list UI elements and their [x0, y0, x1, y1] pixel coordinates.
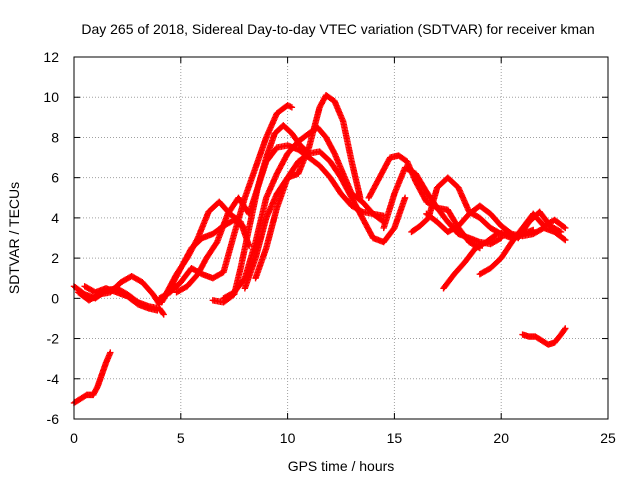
data-point — [107, 349, 114, 356]
x-tick-label: 15 — [387, 430, 403, 446]
y-tick-label: 10 — [43, 89, 59, 105]
series-arc-o — [423, 202, 569, 244]
x-tick-label: 5 — [177, 430, 185, 446]
series-arc-j — [241, 92, 364, 292]
x-tick-label: 20 — [493, 430, 509, 446]
plot-frame — [73, 56, 609, 420]
y-tick-label: 2 — [51, 250, 59, 266]
data-point — [556, 228, 563, 235]
series-arc-m — [380, 164, 505, 248]
data-point — [155, 299, 162, 307]
data-point — [159, 310, 167, 317]
data-point — [288, 104, 296, 111]
series-arc-n — [408, 174, 537, 242]
series-arc-b — [75, 273, 163, 308]
y-tick-label: 8 — [51, 129, 59, 145]
series-arc-q — [476, 210, 569, 278]
series-arc-r — [519, 325, 569, 348]
data-point — [557, 228, 565, 236]
data-point — [160, 311, 167, 318]
y-tick-label: 4 — [51, 210, 59, 226]
y-tick-label: 12 — [43, 49, 59, 65]
series-arc-f — [156, 102, 296, 302]
data-point — [562, 236, 569, 244]
y-axis-label: SDTVAR / TECUs — [6, 182, 22, 294]
y-tick-label: -6 — [47, 411, 60, 427]
data-point — [154, 307, 161, 314]
x-tick-label: 25 — [600, 430, 616, 446]
y-tick-label: -4 — [47, 371, 60, 387]
data-point — [562, 325, 569, 332]
series-arc-p — [440, 208, 565, 292]
data-point — [401, 194, 409, 201]
data-point — [561, 326, 568, 333]
x-axis-label: GPS time / hours — [288, 458, 395, 474]
y-tick-label: 0 — [51, 290, 59, 306]
axis-ticks: 0 5 10 15 20 25 -6 -4 -2 0 2 4 6 8 10 12 — [43, 49, 616, 446]
series-arc-c — [81, 283, 161, 314]
y-tick-label: 6 — [51, 170, 59, 186]
x-tick-label: 0 — [70, 430, 78, 446]
chart-title: Day 265 of 2018, Sidereal Day-to-day VTE… — [81, 21, 594, 37]
data-point — [357, 194, 364, 201]
x-tick-label: 10 — [280, 430, 296, 446]
data-point — [560, 223, 568, 231]
y-tick-label: -2 — [47, 331, 60, 347]
series-arc-k — [252, 148, 409, 282]
data-point — [560, 235, 568, 243]
series-arc-early-low — [70, 349, 114, 407]
data-point — [562, 224, 569, 232]
data-point — [496, 235, 504, 242]
data-markers — [70, 92, 569, 407]
